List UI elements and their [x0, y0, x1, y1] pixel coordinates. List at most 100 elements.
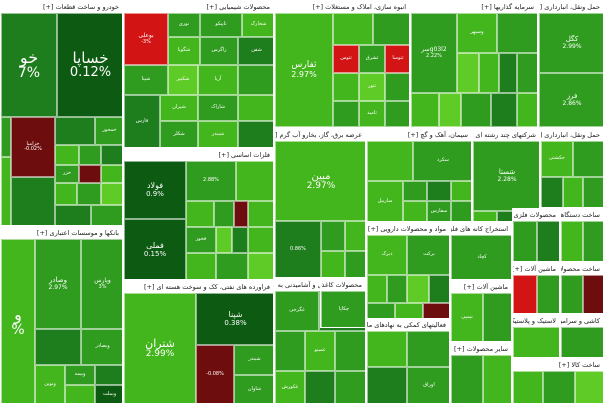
stock-tile[interactable]: [11, 177, 55, 225]
stock-tile[interactable]: شگویا: [168, 37, 200, 65]
stock-tile[interactable]: سفارس: [427, 201, 451, 221]
stock-tile[interactable]: [451, 355, 483, 403]
sector-s20[interactable]: محصولات فلزی [+]: [512, 208, 560, 262]
stock-tile[interactable]: [563, 177, 583, 207]
stock-tile[interactable]: کچاد: [451, 235, 511, 279]
stock-tile[interactable]: نوری: [168, 13, 200, 37]
sector-header[interactable]: سایر محصولات [+]: [451, 343, 511, 355]
stock-tile[interactable]: خزر: [55, 165, 79, 183]
stock-tile[interactable]: [541, 177, 563, 207]
stock-tile[interactable]: وبیمه: [65, 365, 95, 385]
sector-header[interactable]: فراورده های نفتی، کک و سوخت هسته ای [+]: [124, 281, 273, 293]
stock-tile[interactable]: [65, 385, 95, 403]
sector-s16[interactable]: محصولات کاغذی [+] چکاپا: [320, 278, 366, 328]
stock-tile[interactable]: [367, 275, 387, 303]
stock-tile[interactable]: [457, 53, 479, 93]
stock-tile[interactable]: شخارک: [242, 13, 273, 37]
stock-tile[interactable]: 0.86%: [275, 221, 321, 277]
stock-tile[interactable]: خمحور: [95, 117, 122, 145]
stock-tile[interactable]: زاگرس: [200, 37, 238, 65]
stock-tile[interactable]: حکشتی: [541, 141, 573, 177]
sector-header[interactable]: خودرو و ساخت قطعات [+]: [1, 1, 122, 13]
stock-tile[interactable]: چکاپا: [321, 291, 365, 327]
stock-tile[interactable]: خساپا 0.12%: [57, 13, 122, 117]
stock-tile[interactable]: [321, 251, 345, 277]
stock-tile[interactable]: ثامید: [359, 101, 385, 127]
sector-s5[interactable]: فراورده های نفتی، کک و سوخت هسته ای [+] ش…: [123, 280, 274, 404]
stock-tile[interactable]: ونوین: [35, 365, 65, 403]
sector-s1[interactable]: خودرو و ساخت قطعات [+] خو 7% خساپا 0.12% خزام…: [0, 0, 123, 226]
stock-tile[interactable]: تاپیکو: [200, 13, 242, 37]
stock-tile[interactable]: شاراک: [198, 95, 238, 121]
stock-tile[interactable]: [517, 93, 537, 127]
sector-header[interactable]: ساخت دستگاهها [+]: [561, 209, 603, 221]
stock-tile[interactable]: فملی 0.15%: [124, 219, 186, 279]
stock-tile[interactable]: [575, 371, 603, 403]
sector-header[interactable]: فلزات اساسی [+]: [124, 149, 273, 161]
stock-tile[interactable]: [55, 205, 91, 225]
stock-tile[interactable]: سرg03l2 2.22%: [411, 13, 457, 93]
stock-tile[interactable]: وپارس 3%: [81, 239, 122, 329]
sector-s13[interactable]: مواد و محصولات دارویی [+] دبرک برکت: [366, 222, 450, 332]
stock-tile[interactable]: [561, 275, 583, 313]
sector-header[interactable]: فعالیتهای کمکی به نهادهای مال [+]: [367, 319, 449, 331]
stock-tile[interactable]: [186, 201, 214, 227]
stock-tile[interactable]: ثتوس: [333, 45, 359, 73]
stock-tile[interactable]: [367, 367, 407, 403]
stock-tile[interactable]: [186, 253, 216, 279]
stock-tile[interactable]: [248, 227, 273, 253]
stock-tile[interactable]: [483, 293, 511, 341]
sector-header[interactable]: حمل ونقل، انبارداری [+]: [541, 129, 603, 141]
stock-tile[interactable]: ثنور: [359, 73, 385, 101]
sector-header[interactable]: بانکها و موسسات اعتباری [+]: [1, 227, 122, 239]
sector-s9[interactable]: سیمان، آهک و گچ [+] سکرد ساربیل سفارس: [366, 128, 472, 222]
sector-header[interactable]: شرکتهای چند رشته ای صنعتی [+]: [473, 129, 539, 141]
stock-tile[interactable]: [497, 13, 537, 53]
stock-tile[interactable]: شیران: [160, 95, 198, 121]
stock-tile[interactable]: [79, 145, 101, 165]
stock-tile[interactable]: شپنا 0.38%: [196, 293, 273, 345]
stock-tile[interactable]: [407, 275, 429, 303]
stock-tile[interactable]: [499, 53, 517, 93]
stock-tile[interactable]: [373, 13, 409, 45]
stock-tile[interactable]: فولاد 0.9%: [124, 161, 186, 219]
sector-header[interactable]: سرمایه گذاریها [+]: [411, 1, 537, 13]
stock-tile[interactable]: [429, 275, 449, 303]
stock-tile[interactable]: آریا: [198, 65, 238, 95]
stock-tile[interactable]: [427, 181, 451, 201]
stock-tile[interactable]: [583, 177, 603, 207]
stock-tile[interactable]: شکبیر: [168, 65, 198, 95]
sector-s25[interactable]: کاشی و سرامیک [+]: [560, 314, 604, 358]
stock-tile[interactable]: [451, 181, 471, 201]
sector-header[interactable]: محصولات کاغذی [+]: [321, 279, 365, 291]
sector-header[interactable]: سیمان، آهک و گچ [+]: [367, 129, 471, 141]
stock-tile[interactable]: [232, 227, 248, 253]
sector-header[interactable]: مواد و محصولات دارویی [+]: [367, 223, 449, 235]
stock-tile[interactable]: فارس: [124, 95, 160, 147]
sector-s19[interactable]: سایر محصولات [+]: [450, 342, 512, 404]
stock-tile[interactable]: مبین 2.97%: [275, 141, 365, 221]
stock-tile[interactable]: [403, 201, 427, 221]
stock-tile[interactable]: خزامیا -0.02%: [11, 117, 55, 177]
stock-tile[interactable]: اوراق: [407, 367, 449, 403]
stock-tile[interactable]: و%: [1, 239, 35, 403]
stock-tile[interactable]: [333, 73, 359, 101]
stock-tile[interactable]: [333, 13, 373, 45]
stock-tile[interactable]: [214, 201, 234, 227]
stock-tile[interactable]: [387, 275, 407, 303]
stock-tile[interactable]: [483, 355, 511, 403]
stock-tile[interactable]: [451, 201, 471, 221]
stock-tile[interactable]: [91, 205, 122, 225]
stock-tile[interactable]: تپمپی: [451, 293, 483, 341]
sector-s26[interactable]: ساخت کالا [+]: [512, 358, 604, 404]
stock-tile[interactable]: ثتوسا: [385, 45, 409, 73]
stock-tile[interactable]: [35, 329, 81, 365]
stock-tile[interactable]: ثفارس 2.97%: [275, 13, 333, 127]
sector-s22[interactable]: ماشین آلات [+]: [512, 262, 560, 314]
stock-tile[interactable]: وبملت: [95, 385, 122, 403]
stock-tile[interactable]: [403, 181, 427, 201]
stock-tile[interactable]: [236, 161, 273, 201]
